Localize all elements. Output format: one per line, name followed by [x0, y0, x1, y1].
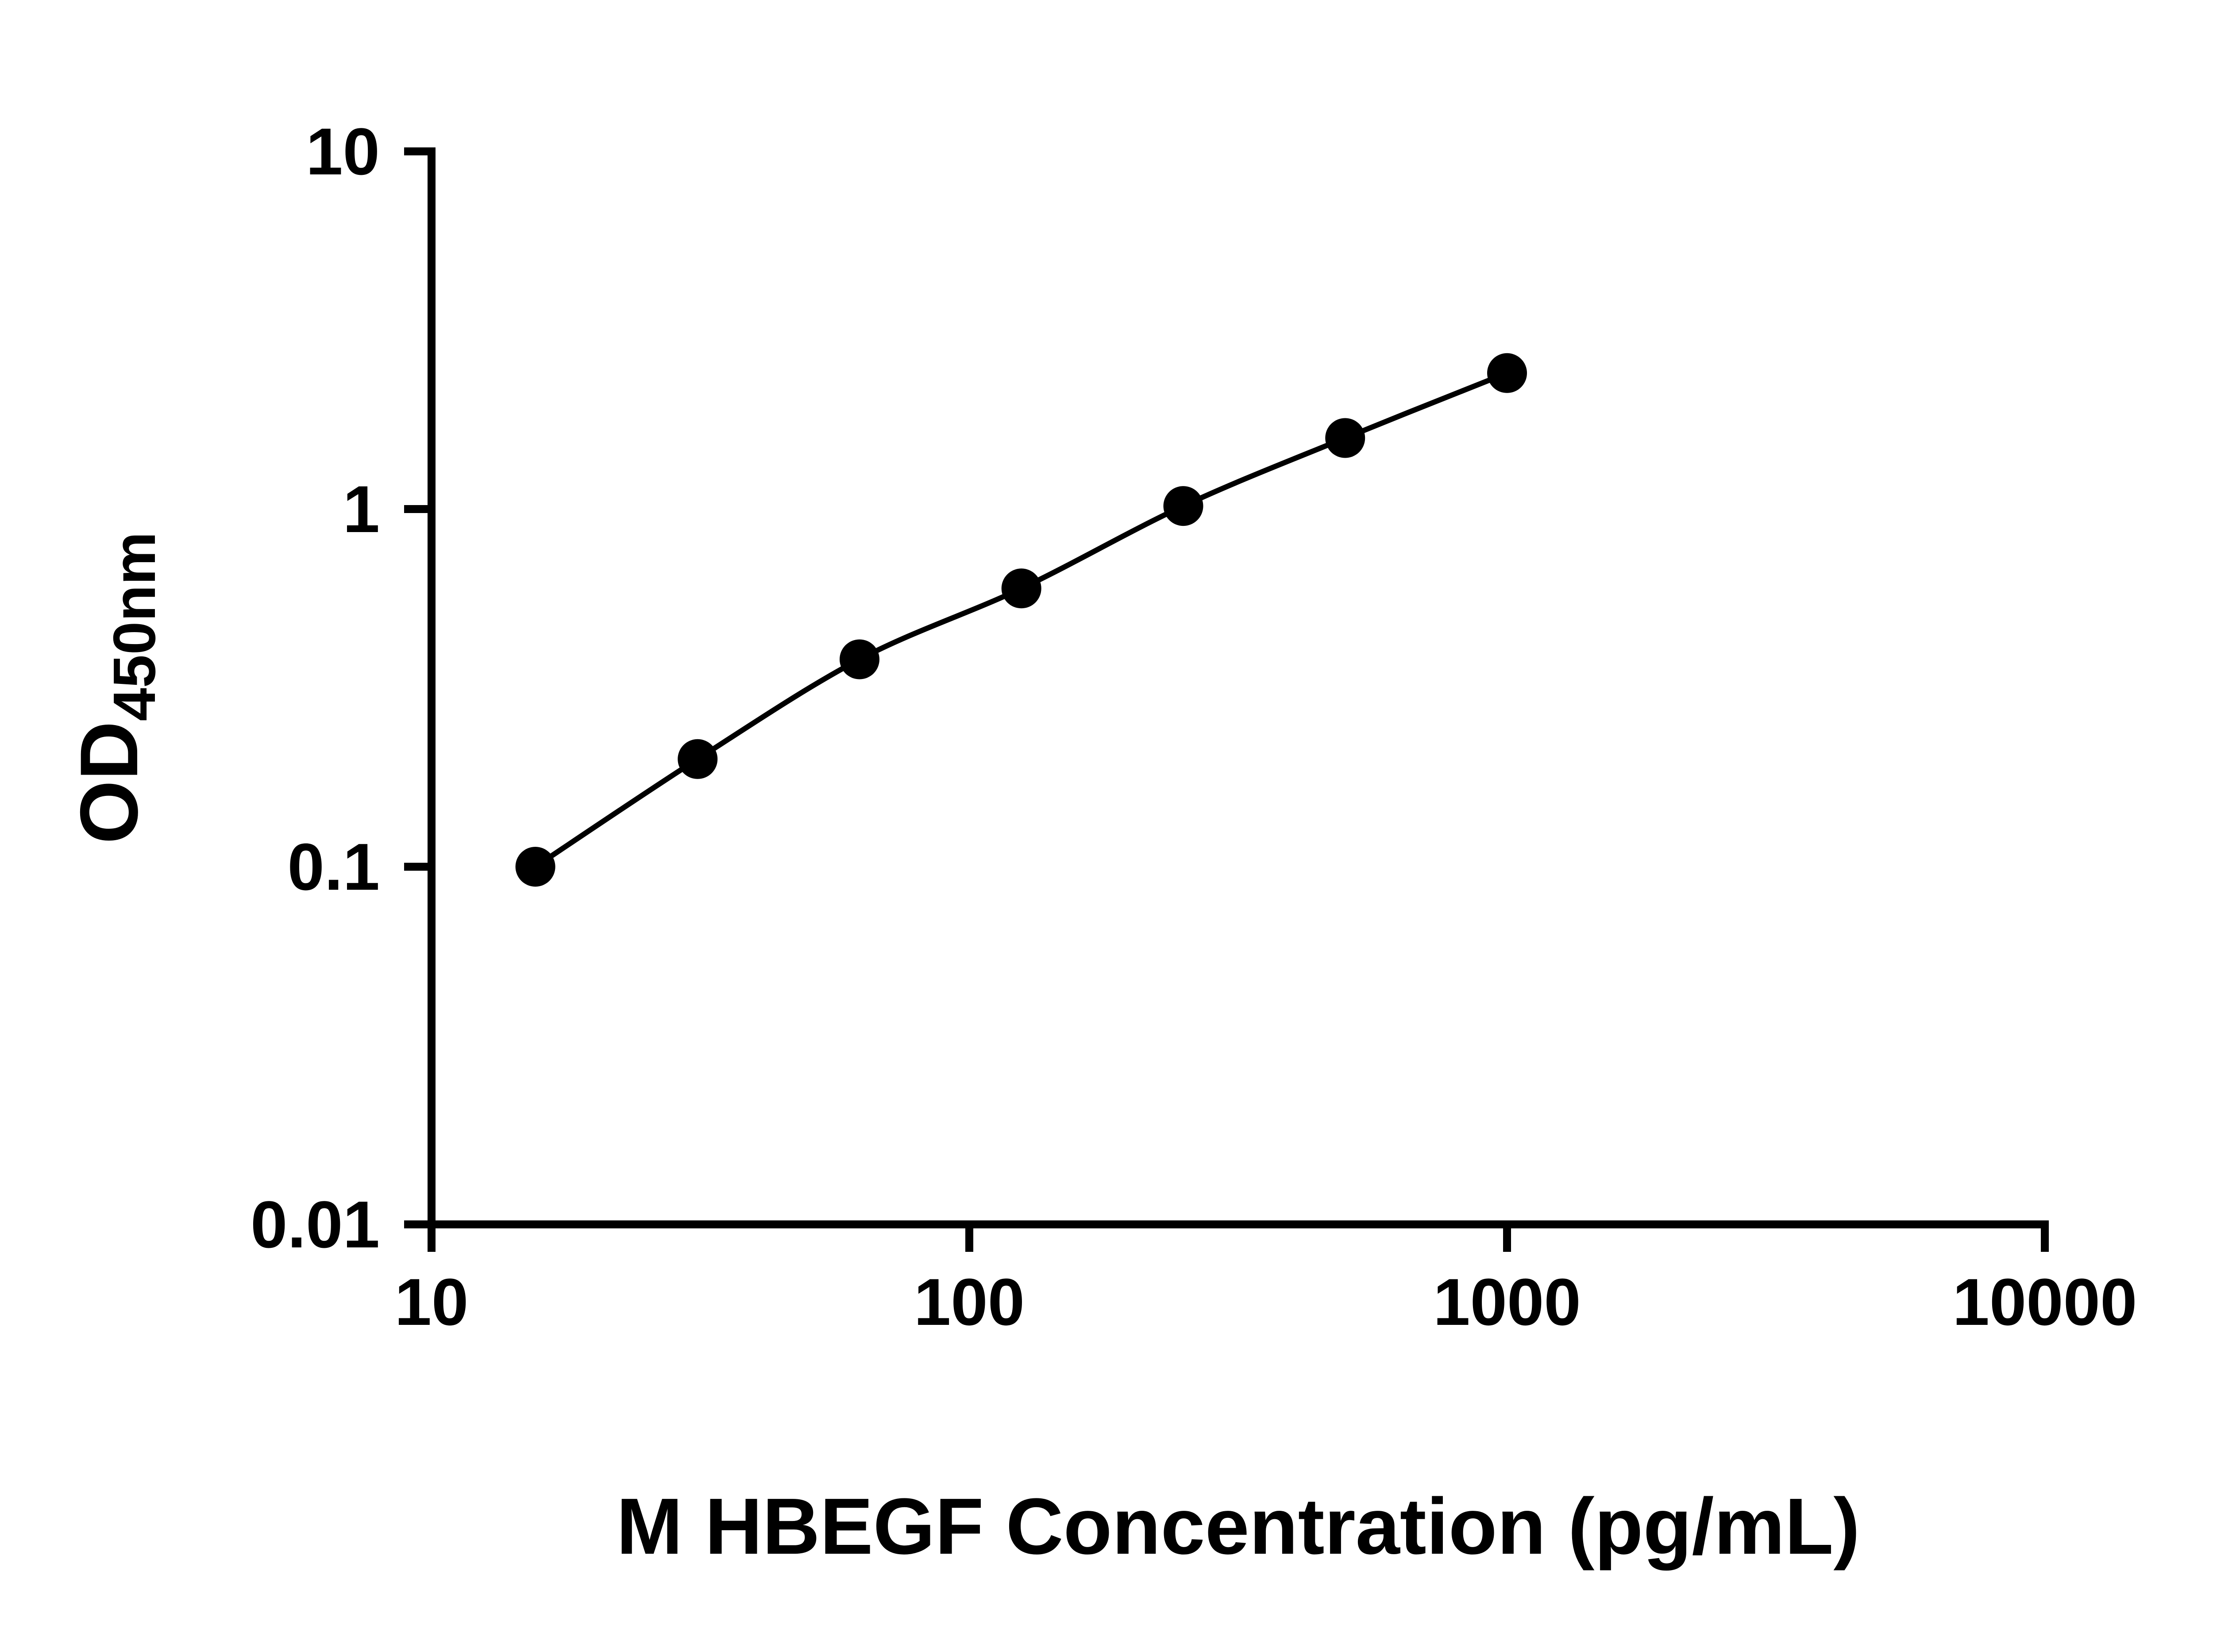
- x-axis-title: M HBEGF Concentration (pg/mL): [617, 1482, 1860, 1571]
- y-tick-label: 10: [306, 114, 380, 189]
- y-tick-label: 0.01: [251, 1187, 380, 1262]
- data-point: [840, 639, 879, 679]
- data-point: [1001, 568, 1041, 609]
- data-point: [1163, 486, 1203, 526]
- x-tick-label: 1000: [1433, 1265, 1581, 1339]
- axes-frame: [428, 147, 2049, 1228]
- x-tick-label: 10: [395, 1265, 469, 1339]
- data-point: [515, 847, 555, 887]
- y-axis-title: OD450nm: [64, 532, 168, 844]
- data-point: [1487, 353, 1527, 393]
- y-tick-label: 1: [343, 472, 380, 546]
- y-tick-label: 0.1: [287, 830, 380, 904]
- x-tick-label: 10000: [1952, 1265, 2137, 1339]
- x-tick-label: 100: [914, 1265, 1025, 1339]
- data-point: [678, 739, 718, 779]
- data-point: [1325, 418, 1365, 458]
